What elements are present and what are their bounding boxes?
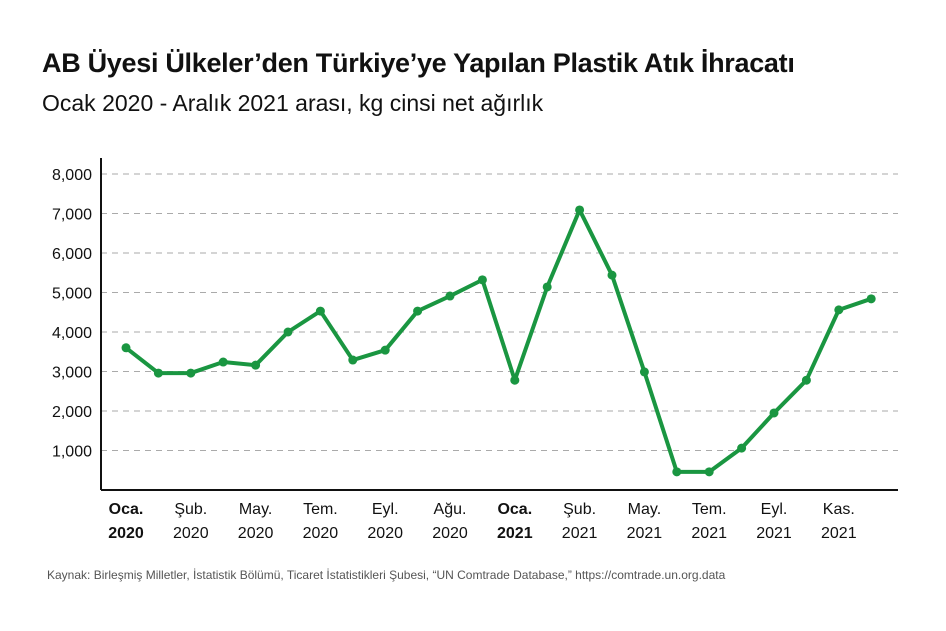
data-point [283,327,293,337]
x-tick-label: May. [239,501,272,518]
x-tick-label: May. [628,501,661,518]
data-point [445,291,455,301]
source-note: Kaynak: Birleşmiş Milletler, İstatistik … [47,568,726,582]
data-point [251,360,261,370]
x-tick-label: Oca. [109,501,144,518]
x-tick-label: Oca. [497,501,532,518]
x-tick-label: Ağu. [434,501,467,518]
y-tick-label: 3,000 [52,365,92,382]
x-tick-label: Şub. [563,501,596,518]
data-point [380,345,390,355]
data-point [607,270,617,280]
y-tick-label: 5,000 [52,286,92,303]
data-point [737,443,747,453]
data-point [866,294,876,304]
data-point [639,367,649,377]
data-point [542,282,552,292]
data-point [704,467,714,477]
x-tick-label: 2021 [562,525,598,542]
x-tick-label: Kas. [823,501,855,518]
data-point [348,355,358,365]
series-line [124,207,872,474]
data-point [834,305,844,315]
y-tick-label: 4,000 [52,325,92,342]
x-tick-label: 2021 [691,525,727,542]
data-point [218,357,228,367]
x-tick-label: Şub. [174,501,207,518]
x-tick-label: 2020 [238,525,274,542]
x-tick-label: 2021 [627,525,663,542]
data-point [121,343,131,353]
data-point [769,408,779,418]
chart-title: AB Üyesi Ülkeler’den Türkiye’ye Yapılan … [42,48,795,78]
data-point [672,467,682,477]
data-point [510,375,520,385]
y-tick-label: 6,000 [52,246,92,263]
x-tick-label: 2020 [173,525,209,542]
data-point [801,375,811,385]
x-tick-label: Eyl. [372,501,399,518]
data-point [315,306,325,316]
data-point [575,205,585,215]
x-tick-label: Tem. [692,501,727,518]
data-point [477,275,487,285]
x-tick-label: Eyl. [761,501,788,518]
data-point [153,368,163,378]
x-tick-label: 2021 [497,525,533,542]
y-tick-label: 7,000 [52,207,92,224]
x-tick-label: 2021 [756,525,792,542]
chart-subtitle: Ocak 2020 - Aralık 2021 arası, kg cinsi … [42,90,544,116]
y-tick-label: 1,000 [52,444,92,461]
x-tick-label: 2020 [303,525,339,542]
x-tick-label: 2020 [108,525,144,542]
x-tick-label: 2020 [432,525,468,542]
data-point [186,368,196,378]
x-tick-label: 2020 [367,525,403,542]
y-tick-label: 8,000 [52,167,92,184]
data-point [413,306,423,316]
x-tick-label: Tem. [303,501,338,518]
x-tick-label: 2021 [821,525,857,542]
y-tick-label: 2,000 [52,404,92,421]
